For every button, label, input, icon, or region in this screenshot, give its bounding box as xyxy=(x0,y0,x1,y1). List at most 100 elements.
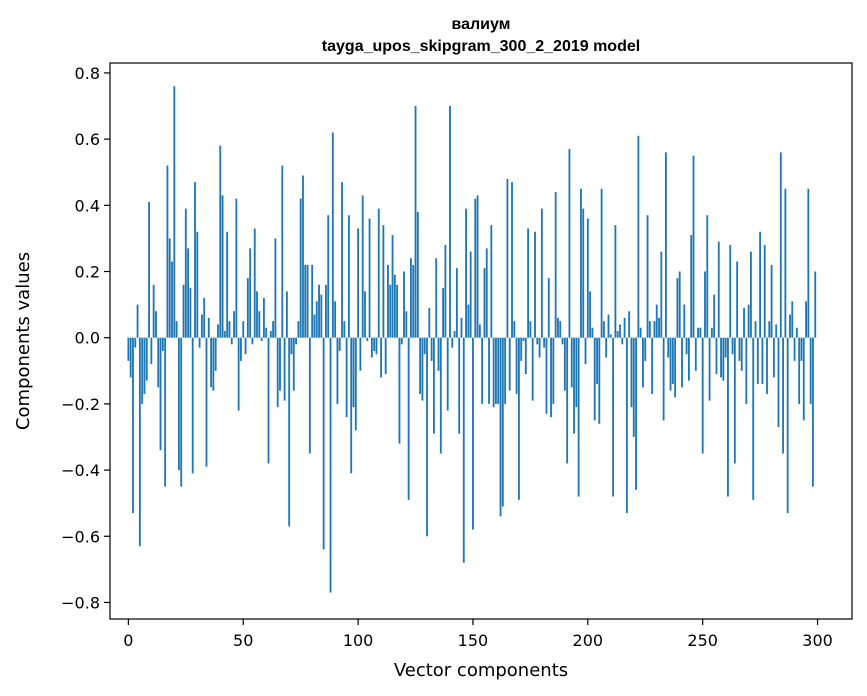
x-tick-label: 0 xyxy=(123,631,133,650)
bar xyxy=(157,337,160,388)
bar xyxy=(132,337,134,514)
bar xyxy=(256,291,258,338)
bar xyxy=(405,311,408,338)
bar xyxy=(136,304,139,338)
bar xyxy=(761,337,764,385)
bar xyxy=(334,301,337,338)
bar xyxy=(717,241,720,338)
bar xyxy=(639,327,642,338)
bar xyxy=(520,337,523,361)
bar xyxy=(779,152,782,338)
x-tick-label: 300 xyxy=(802,631,833,650)
bar xyxy=(697,327,700,338)
bar xyxy=(253,228,256,338)
x-axis-ticks: 0 50 100 150 200 250 300 xyxy=(123,619,833,650)
bar xyxy=(290,337,293,355)
bar xyxy=(795,327,798,338)
bar xyxy=(336,337,339,404)
bar xyxy=(589,291,592,338)
bar xyxy=(812,337,814,487)
bar xyxy=(559,321,562,338)
bar xyxy=(164,337,167,487)
bar xyxy=(497,337,500,404)
bar xyxy=(772,337,775,378)
bar xyxy=(416,211,419,338)
bar xyxy=(414,106,417,338)
bar xyxy=(575,337,578,408)
bar xyxy=(759,231,762,338)
bar xyxy=(607,314,610,338)
y-tick-label: −0.8 xyxy=(61,593,100,612)
bar xyxy=(547,278,550,338)
bar xyxy=(756,337,759,385)
bar xyxy=(713,294,716,338)
bar xyxy=(400,337,403,345)
bar xyxy=(426,337,428,537)
bar xyxy=(318,284,320,338)
bar xyxy=(754,321,757,338)
bar xyxy=(168,238,171,338)
bar xyxy=(467,304,470,338)
bar xyxy=(736,261,739,338)
bar xyxy=(306,264,309,338)
bar xyxy=(141,337,144,404)
bar xyxy=(740,337,743,371)
y-tick-label: 0.0 xyxy=(75,329,100,348)
y-tick-label: 0.8 xyxy=(75,64,100,83)
bar xyxy=(637,135,640,338)
bar xyxy=(161,337,164,351)
bar xyxy=(476,195,479,338)
y-tick-label: 0.4 xyxy=(75,196,100,215)
bar xyxy=(343,321,346,338)
bar xyxy=(451,337,454,348)
bar xyxy=(138,337,141,547)
bar xyxy=(428,307,431,338)
bar xyxy=(269,331,272,338)
bar xyxy=(722,337,725,381)
bar xyxy=(687,337,690,381)
bar xyxy=(283,337,286,401)
chart-title: валиум xyxy=(451,16,510,33)
bar xyxy=(389,284,392,338)
bar xyxy=(212,337,215,391)
bar xyxy=(488,337,490,404)
bar xyxy=(458,337,461,434)
bar xyxy=(214,337,217,371)
bar xyxy=(580,188,582,338)
bar xyxy=(527,228,530,338)
bar xyxy=(545,337,548,414)
bar xyxy=(750,251,752,338)
bar xyxy=(465,208,467,338)
bar xyxy=(285,291,288,338)
bar xyxy=(200,314,203,338)
bar xyxy=(706,215,709,338)
bar xyxy=(646,215,649,338)
y-tick-label: −0.2 xyxy=(61,395,100,414)
y-axis-ticks: −0.8 −0.6 −0.4 −0.2 0.0 0.2 0.4 0.6 0.8 xyxy=(61,64,110,612)
bar xyxy=(423,337,426,355)
bar xyxy=(524,337,527,375)
bar xyxy=(573,337,575,434)
bar xyxy=(207,317,210,338)
bar xyxy=(805,301,807,338)
bar xyxy=(515,337,518,394)
bar xyxy=(272,321,275,338)
bar xyxy=(265,327,268,338)
bar xyxy=(341,182,343,338)
bar xyxy=(347,215,350,338)
x-tick-label: 200 xyxy=(573,631,604,650)
bar xyxy=(354,337,357,431)
bar xyxy=(763,245,766,338)
bar xyxy=(669,337,672,391)
bar xyxy=(410,258,412,338)
bar xyxy=(644,337,647,361)
bar xyxy=(143,337,146,394)
bar xyxy=(274,238,277,338)
bar xyxy=(226,231,229,338)
bar xyxy=(279,337,281,391)
bar xyxy=(557,317,559,338)
bar xyxy=(159,337,162,451)
bar xyxy=(150,337,153,365)
bar xyxy=(690,235,693,338)
bar xyxy=(329,337,332,593)
